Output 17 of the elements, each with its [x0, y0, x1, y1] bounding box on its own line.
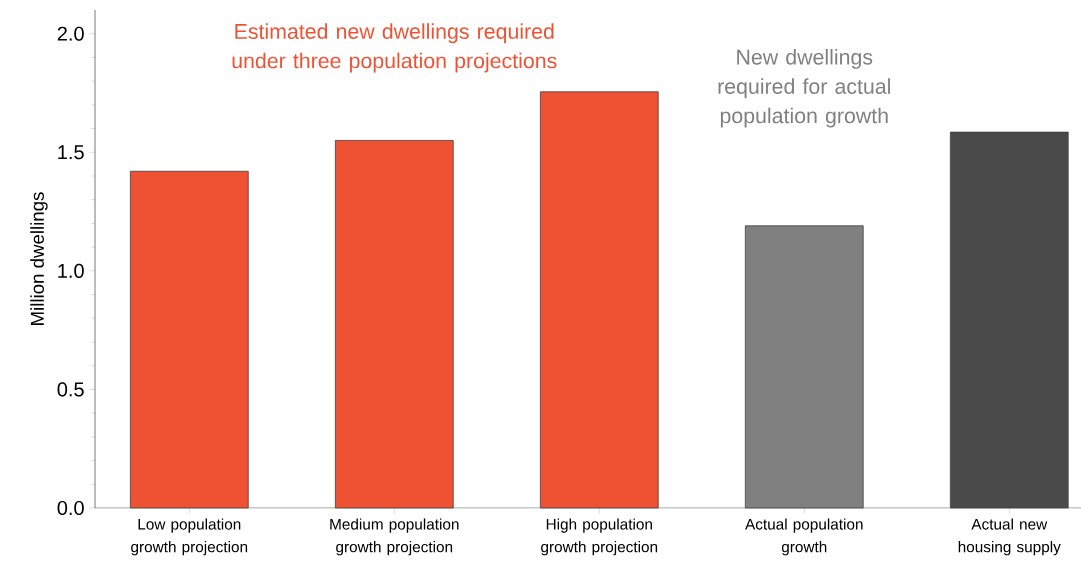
bar	[949, 131, 1069, 509]
y-tick-label: 0.5	[57, 382, 84, 397]
y-tick-label: 2.0	[57, 26, 84, 41]
bar	[539, 91, 659, 509]
y-tick-label: 0.0	[57, 500, 84, 516]
x-tick-label: Medium population growth projection	[330, 518, 459, 556]
y-tick-label: 1.5	[58, 145, 84, 160]
y-tick-label: 1.0	[58, 263, 84, 278]
annotation: New dwellings required for actual population growth	[718, 48, 890, 128]
y-axis-title: Million dwellings	[30, 192, 48, 325]
x-tick-label: Actual new housing supply	[958, 518, 1061, 556]
bar	[334, 140, 454, 509]
x-tick-label: High population growth projection	[541, 518, 658, 556]
annotation: Estimated new dwellings required under three population projections	[232, 23, 557, 73]
bar	[129, 170, 249, 509]
x-tick-label: Actual population growth	[745, 518, 863, 556]
x-tick-label: Low population growth projection	[131, 518, 248, 556]
